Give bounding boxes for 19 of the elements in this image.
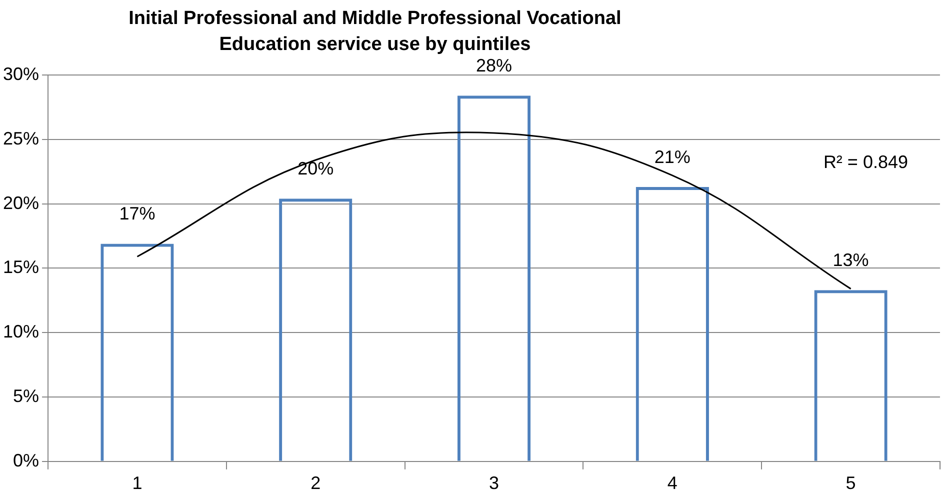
x-tick-label: 4 (667, 473, 678, 494)
y-tick-label: 0% (13, 450, 40, 470)
data-label: 13% (832, 250, 869, 270)
y-tick-label: 20% (2, 192, 40, 213)
x-tick-label: 5 (846, 473, 856, 494)
data-label: 20% (298, 158, 334, 179)
y-tick-label: 10% (2, 322, 40, 342)
x-tick-label: 3 (489, 473, 500, 494)
x-tick-label: 1 (132, 473, 142, 494)
y-tick-label: 30% (2, 64, 40, 84)
chart-title: Initial Professional and Middle Professional Vocational Education service use by quintiles (128, 8, 622, 55)
y-tick-label: 15% (2, 257, 40, 278)
data-label: 17% (119, 204, 156, 224)
annotation: R² = 0.849 (823, 152, 908, 172)
data-label: 28% (476, 56, 512, 76)
y-tick-label: 25% (2, 128, 40, 148)
data-label: 21% (654, 147, 690, 168)
y-tick-label: 5% (13, 386, 40, 406)
x-tick-label: 2 (310, 473, 321, 494)
